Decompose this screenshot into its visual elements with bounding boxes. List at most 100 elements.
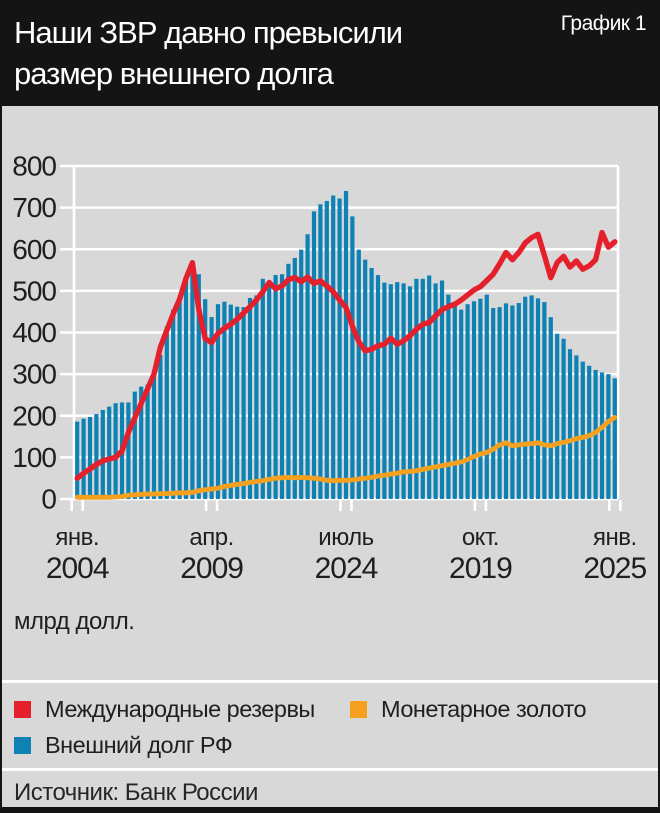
bar (478, 298, 483, 499)
bar (260, 278, 265, 499)
bar (113, 403, 118, 499)
x-tick-label-year: 2024 (315, 552, 378, 585)
bar (535, 298, 541, 499)
bar (427, 275, 432, 499)
bar (433, 283, 438, 499)
gold-swatch-icon (350, 700, 367, 718)
legend-item-reserves: Международные резервы (14, 696, 350, 723)
page-title-line2: размер внешнего долга (14, 56, 334, 91)
bar (139, 386, 144, 499)
x-tick-label-year: 2004 (46, 552, 109, 585)
bar (542, 302, 547, 499)
x-tick-label-year: 2025 (583, 552, 646, 585)
y-tick-label: 500 (12, 275, 56, 306)
legend-row: Внешний долг РФ (14, 728, 658, 762)
x-tick-label-month: окт. (462, 524, 499, 551)
units-label: млрд долл. (14, 608, 135, 635)
divider-bottom (2, 768, 658, 771)
bar (375, 275, 381, 499)
x-tick-label-month: апр. (189, 524, 233, 551)
bar (81, 418, 86, 499)
bar (459, 309, 464, 499)
divider-top (2, 680, 658, 683)
bar (311, 211, 317, 499)
page-title-line1: Наши ЗВР давно превысили (14, 15, 403, 50)
y-tick-label: 400 (12, 317, 56, 348)
legend-label: Монетарное золото (381, 695, 587, 722)
bar (94, 414, 99, 499)
bar (100, 409, 105, 499)
bar (324, 200, 329, 499)
bar (171, 309, 176, 499)
bar (305, 234, 310, 499)
bar (580, 361, 585, 499)
bar (606, 374, 611, 500)
bar (164, 326, 169, 499)
bar (350, 216, 355, 499)
bar (158, 354, 163, 499)
bar (235, 306, 240, 499)
bar (529, 295, 534, 499)
bar (151, 372, 157, 499)
bar (286, 263, 291, 499)
bar (254, 295, 259, 499)
bar (145, 384, 150, 499)
bar (401, 283, 406, 499)
bar (273, 275, 278, 499)
bar (471, 301, 477, 499)
bar (337, 198, 342, 499)
bar (382, 282, 387, 499)
chart-number-label: График 1 (560, 12, 647, 35)
bar (203, 299, 208, 499)
bar (132, 391, 137, 499)
legend-label: Международные резервы (45, 695, 315, 722)
legend-label: Внешний долг РФ (45, 731, 233, 758)
bar (523, 296, 528, 499)
bar (107, 406, 112, 499)
y-tick-label: 0 (41, 484, 56, 515)
bar (420, 278, 425, 499)
bar (279, 274, 285, 499)
bar (555, 333, 560, 499)
bar (267, 282, 272, 499)
bar (567, 349, 573, 499)
bar (414, 278, 419, 499)
legend: Международные резервы Монетарное золото … (2, 683, 658, 768)
bar (599, 372, 605, 499)
bar (356, 249, 361, 499)
bar (343, 190, 349, 499)
bar (612, 378, 617, 499)
bar (548, 317, 553, 499)
source-note: Источник: Банк России (14, 779, 258, 806)
bar (395, 282, 400, 499)
bar (318, 204, 323, 500)
gold-line (74, 414, 618, 500)
bar (87, 417, 93, 499)
y-tick-label: 300 (12, 359, 56, 390)
legend-item-debt: Внешний долг РФ (14, 732, 350, 759)
bar (446, 294, 451, 499)
page-title: Наши ЗВР давно превысили размер внешнего… (14, 0, 646, 94)
reserves-line (74, 229, 618, 481)
bar (497, 307, 502, 499)
bar (388, 284, 393, 499)
debt-swatch-icon (14, 736, 31, 754)
x-tick-label-year: 2009 (180, 552, 243, 585)
bar (209, 317, 214, 499)
legend-item-gold: Монетарное золото (350, 695, 587, 723)
bar (587, 365, 592, 499)
legend-row: Международные резервы Монетарное золото (14, 692, 658, 726)
bar (247, 297, 253, 499)
bar (292, 257, 297, 499)
bar (369, 267, 374, 499)
bar (452, 302, 457, 499)
bar (222, 301, 227, 499)
bar (126, 402, 131, 499)
bar (484, 294, 489, 499)
x-tick-label-month: янв. (55, 524, 99, 551)
bar (228, 304, 233, 499)
header: График 1 Наши ЗВР давно превысили размер… (0, 0, 660, 106)
bar (177, 299, 182, 499)
bar (196, 274, 201, 499)
